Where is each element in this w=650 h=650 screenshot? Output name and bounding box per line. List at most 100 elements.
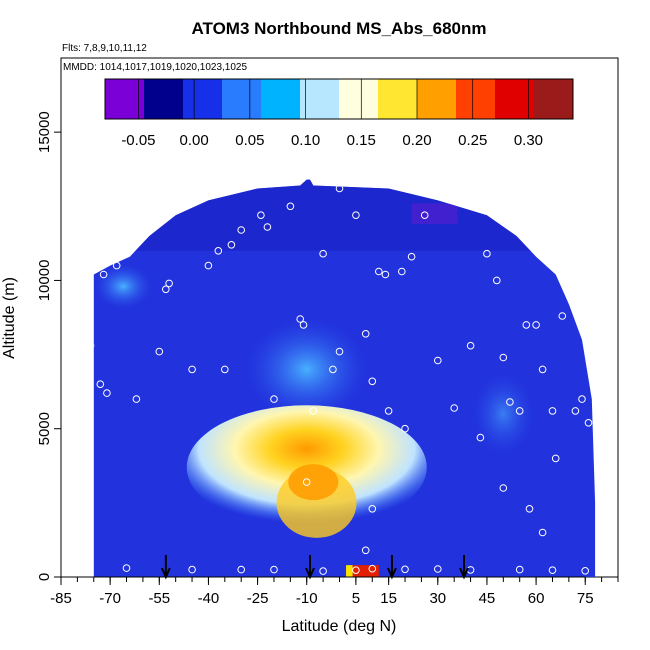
sample-marker (493, 276, 501, 285)
sample-marker (398, 267, 406, 276)
colorbar-swatch (300, 79, 340, 119)
colorbar-tick-label: 0.00 (180, 132, 209, 149)
sample-marker (361, 330, 370, 338)
sample-marker (551, 454, 560, 463)
sample-marker (237, 226, 245, 234)
x-tick-label: 5 (352, 590, 360, 607)
x-tick-label: -25 (247, 590, 269, 607)
sample-marker (352, 211, 360, 219)
colorbar-swatch (534, 79, 574, 119)
sample-marker (263, 223, 272, 231)
heatmap-purple-patch (411, 203, 458, 225)
colorbar-tick-label: -0.05 (121, 132, 155, 149)
x-tick-label: 30 (429, 590, 446, 607)
sample-marker (139, 223, 147, 231)
y-tick-label: 0 (36, 573, 53, 581)
heatmap-upper-band (93, 179, 596, 251)
sample-marker (352, 566, 360, 575)
x-axis-label: Latitude (deg N) (282, 618, 397, 635)
sample-marker (214, 247, 223, 255)
colorbar-swatch (417, 79, 457, 119)
heatmap-plume-peak (288, 464, 339, 501)
sample-marker (361, 546, 370, 555)
sample-marker (515, 565, 524, 574)
x-tick-label: -55 (148, 590, 170, 607)
colorbar-tick-label: 0.10 (291, 132, 320, 149)
colorbar-swatch (222, 79, 262, 119)
sample-marker (227, 241, 236, 249)
sample-marker (384, 407, 393, 415)
heatmap-surface-hotspot (352, 565, 379, 577)
sample-marker (162, 285, 170, 294)
sample-marker (578, 395, 586, 403)
sample-marker (103, 389, 111, 397)
sample-marker (532, 321, 540, 329)
sample-marker (571, 407, 580, 415)
sample-marker (538, 528, 547, 537)
sample-marker (286, 202, 295, 211)
x-tick-label: 15 (380, 590, 397, 607)
sample-marker (581, 567, 590, 575)
sample-marker (329, 365, 337, 374)
sample-marker (548, 407, 557, 415)
colorbar-swatch (144, 79, 184, 119)
y-axis-label: Altitude (m) (1, 277, 18, 359)
sample-marker (506, 398, 514, 406)
colorbar-tick-label: 0.20 (402, 132, 431, 149)
sample-marker (515, 407, 524, 415)
flights-label: Flts: 7,8,9,10,11,12 (62, 43, 147, 54)
x-tick-label: -10 (296, 590, 318, 607)
x-tick-label: 60 (528, 590, 545, 607)
colorbar-swatch (378, 79, 418, 119)
sample-marker (270, 565, 278, 574)
plot-area (60, 57, 619, 578)
sample-marker (466, 341, 475, 350)
colorbar-tick-label: 0.25 (458, 132, 487, 149)
flight-arrow-head (387, 567, 397, 580)
sample-marker (558, 312, 567, 320)
sample-marker (420, 211, 429, 219)
x-tick-label: -85 (50, 590, 72, 607)
sample-marker (401, 565, 409, 574)
sample-marker (407, 252, 416, 261)
sample-marker (319, 249, 327, 258)
sample-marker (257, 211, 265, 219)
sample-marker (299, 321, 308, 329)
y-tick-label: 15000 (36, 111, 53, 153)
sample-marker (375, 267, 383, 276)
sample-marker (499, 484, 508, 492)
sample-marker (237, 565, 245, 574)
sample-marker (584, 419, 593, 427)
sample-marker (368, 505, 377, 513)
sample-marker (93, 341, 95, 350)
sample-marker (476, 433, 485, 442)
sample-marker (434, 565, 442, 573)
sample-marker (538, 365, 547, 374)
sample-marker (522, 321, 531, 329)
heatmap-blue-patch (95, 264, 152, 309)
y-axis: 0 5000 10000 15000 (36, 111, 62, 581)
sample-marker (96, 380, 105, 389)
sample-marker (309, 407, 318, 415)
colorbar-swatch (339, 79, 379, 119)
sample-marker (525, 505, 534, 513)
sample-marker (434, 356, 442, 365)
colorbar-swatch (105, 79, 145, 119)
sample-marker (204, 261, 213, 270)
chart-title: ATOM3 Northbound MS_Abs_680nm (191, 19, 486, 38)
colorbar-swatch (495, 79, 535, 119)
colorbar-swatch (456, 79, 496, 119)
sample-marker (188, 365, 196, 374)
sample-marker (335, 347, 344, 356)
sample-marker (548, 566, 557, 575)
sample-marker (99, 270, 108, 279)
colorbar-tick-label: 0.30 (514, 132, 543, 149)
colorbar-tick-label: 0.15 (347, 132, 376, 149)
sample-marker (381, 270, 390, 279)
x-axis: -85 -70 -55 -40 -25 -10 5 15 30 45 60 75 (50, 576, 619, 607)
dates-label: MMDD: 1014,1017,1019,1020,1023,1025 (63, 62, 247, 73)
sample-marker (483, 249, 491, 258)
sample-marker (270, 395, 278, 403)
heatmap-surface-yellow (346, 565, 353, 577)
